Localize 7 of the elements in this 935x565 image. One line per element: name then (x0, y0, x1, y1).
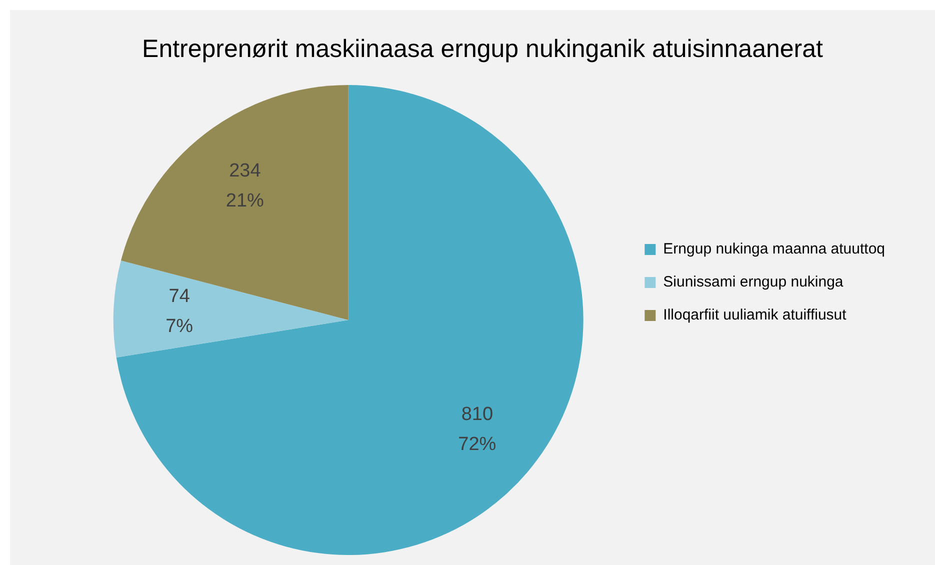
legend-label: Siunissami erngup nukinga (663, 274, 844, 291)
data-label: 74 7% (166, 286, 194, 338)
legend-label: Illoqarfiit uuliamik atuiffiusut (663, 306, 848, 324)
data-label: 234 21% (226, 160, 264, 212)
data-label: 810 72% (458, 404, 496, 455)
chart-title: Entreprenørit maskiinaasa erngup nukinganik atuisinnaanerat (142, 34, 824, 63)
legend-label: Erngup nukinga maanna atuuttoq (663, 240, 886, 258)
